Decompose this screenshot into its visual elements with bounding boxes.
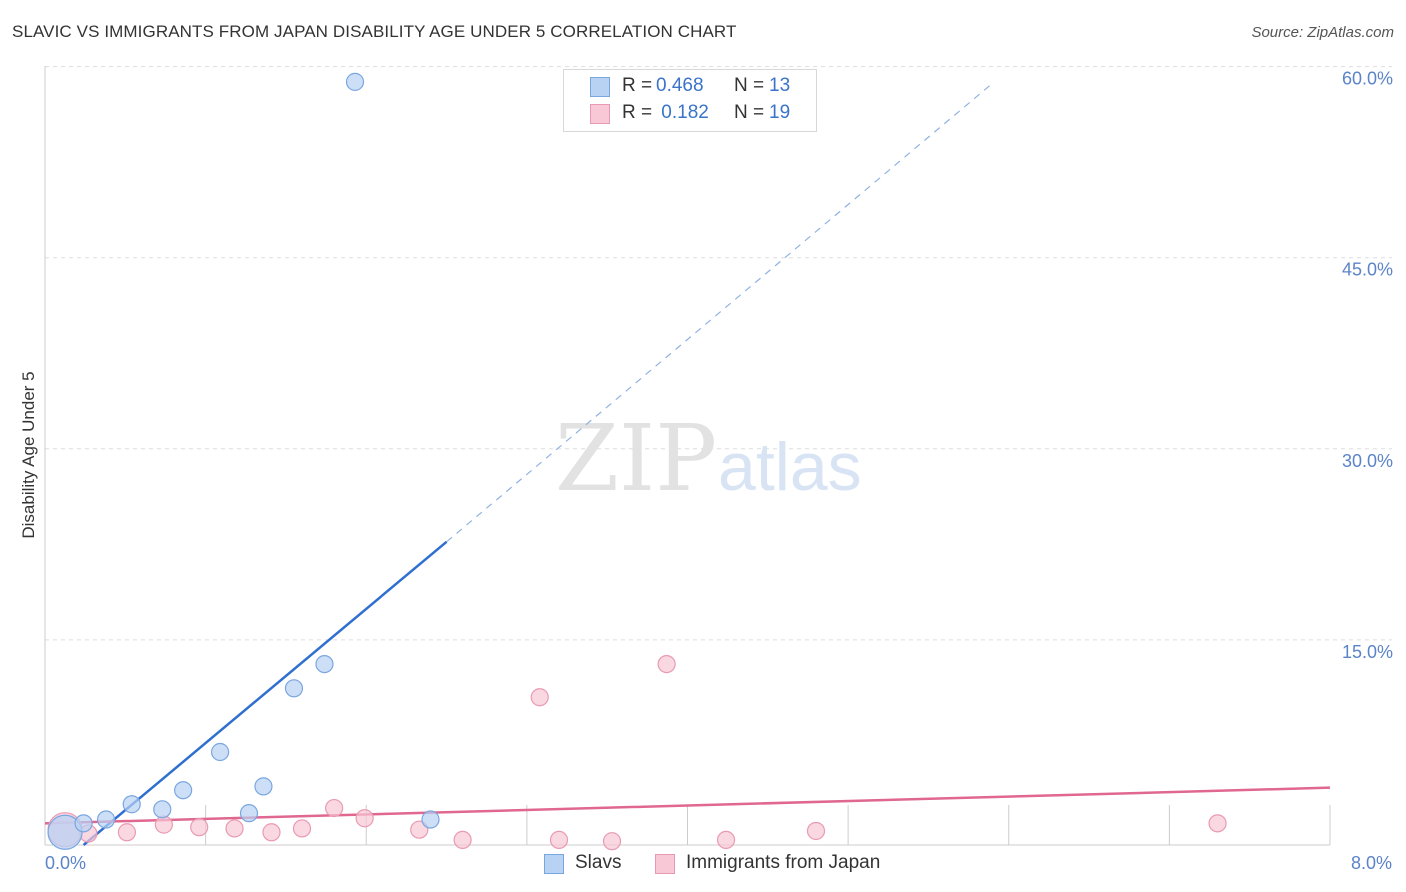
legend-n-label: N = bbox=[734, 75, 765, 96]
japan-point bbox=[453, 830, 472, 850]
slavs-point bbox=[284, 679, 304, 698]
japan-point bbox=[292, 819, 312, 838]
axis-layer: 15.0% 30.0% 45.0% 60.0% 0.0% 8.0% bbox=[44, 66, 1393, 873]
legend-r-value: 0.182 bbox=[656, 102, 709, 123]
japan-point bbox=[602, 832, 622, 851]
series-label-japan: Immigrants from Japan bbox=[686, 852, 881, 873]
legend-r-value: 0.468 bbox=[656, 75, 704, 96]
x-tick-label: 0.0% bbox=[45, 853, 86, 873]
y-axis-label: Disability Age Under 5 bbox=[19, 371, 38, 538]
legend-r-label: R = bbox=[622, 75, 653, 96]
legend-n-value: 13 bbox=[769, 75, 791, 96]
slavs-point bbox=[96, 810, 116, 829]
slavs-point bbox=[153, 800, 172, 819]
watermark-zip: ZIP bbox=[555, 405, 717, 512]
japan-point bbox=[225, 819, 244, 838]
japan-point bbox=[325, 798, 344, 818]
japan-point bbox=[657, 654, 676, 674]
grid-layer bbox=[45, 66, 1392, 641]
y-tick-label: 15.0% bbox=[1342, 642, 1393, 662]
slavs-point bbox=[315, 654, 334, 674]
legend-n-label: N = bbox=[734, 102, 765, 123]
japan-trend-line bbox=[44, 786, 1331, 825]
x-tick-label: 8.0% bbox=[1351, 853, 1392, 873]
japan-point bbox=[549, 830, 569, 850]
slavs-trend-line bbox=[82, 540, 448, 846]
trend-layer bbox=[44, 82, 1331, 846]
y-tick-label: 60.0% bbox=[1342, 69, 1393, 89]
y-tick-label: 45.0% bbox=[1342, 260, 1393, 280]
series-swatch-slavs bbox=[544, 854, 564, 874]
chart-title: SLAVIC VS IMMIGRANTS FROM JAPAN DISABILI… bbox=[12, 22, 737, 41]
slavs-point bbox=[345, 72, 365, 91]
slavs-trend-extension bbox=[446, 82, 994, 543]
japan-point bbox=[355, 809, 374, 828]
legend-n-value: 19 bbox=[769, 102, 791, 123]
slavs-point bbox=[421, 810, 440, 829]
slavs-point bbox=[174, 781, 193, 800]
japan-point bbox=[190, 818, 209, 837]
japan-point bbox=[716, 830, 736, 850]
watermark-atlas: atlas bbox=[718, 429, 862, 505]
y-tick-label: 30.0% bbox=[1342, 451, 1393, 471]
japan-point bbox=[154, 815, 173, 834]
point-layer bbox=[47, 72, 1227, 851]
japan-point bbox=[530, 688, 549, 707]
japan-point bbox=[117, 823, 137, 842]
slavs-point bbox=[254, 777, 273, 796]
watermark: ZIP atlas bbox=[555, 405, 862, 512]
legend-r-label: R = bbox=[622, 102, 653, 123]
legend-swatch-slavs bbox=[590, 77, 610, 97]
japan-point bbox=[806, 821, 826, 841]
legend-swatch-japan bbox=[590, 104, 610, 124]
source-label: Source: ZipAtlas.com bbox=[1251, 24, 1394, 41]
slavs-point bbox=[74, 814, 93, 833]
correlation-legend: R = 0.468 N = 13 R = 0.182 N = 19 bbox=[563, 69, 817, 132]
slavs-point bbox=[210, 742, 230, 762]
series-swatch-japan bbox=[655, 854, 675, 874]
japan-point bbox=[1208, 814, 1227, 833]
slavs-point bbox=[122, 795, 141, 814]
slavs-point bbox=[239, 804, 259, 823]
series-label-slavs: Slavs bbox=[575, 852, 622, 873]
japan-point bbox=[262, 823, 281, 842]
japan-point bbox=[410, 820, 429, 839]
